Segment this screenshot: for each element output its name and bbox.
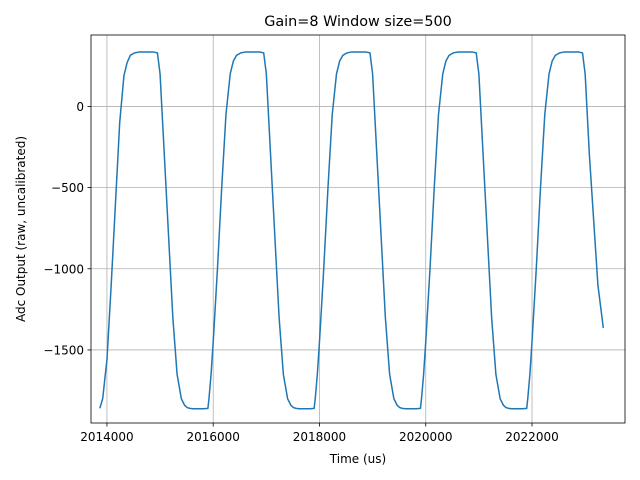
x-tick-label: 2018000 [293, 430, 346, 444]
series-layer [99, 51, 605, 410]
x-tick-label: 2016000 [186, 430, 239, 444]
y-tick-label: 0 [76, 100, 84, 114]
grid [91, 35, 625, 423]
x-tick-label: 2014000 [80, 430, 133, 444]
chart-title: Gain=8 Window size=500 [264, 14, 452, 30]
plot-area [91, 35, 625, 423]
y-tick-label: −1500 [43, 343, 84, 357]
x-tick-label: 2020000 [399, 430, 452, 444]
series-line-adc [99, 51, 605, 410]
ticks: 2014000 2016000 2018000 2020000 2022000 0 −500… [43, 100, 558, 444]
y-tick-label: −500 [51, 181, 84, 195]
axes-frame [90, 34, 626, 424]
x-tick-label: 2022000 [505, 430, 558, 444]
y-axis-label: Adc Output (raw, uncalibrated) [14, 136, 28, 322]
x-axis-label: Time (us) [329, 452, 386, 466]
y-tick-label: −1000 [43, 262, 84, 276]
